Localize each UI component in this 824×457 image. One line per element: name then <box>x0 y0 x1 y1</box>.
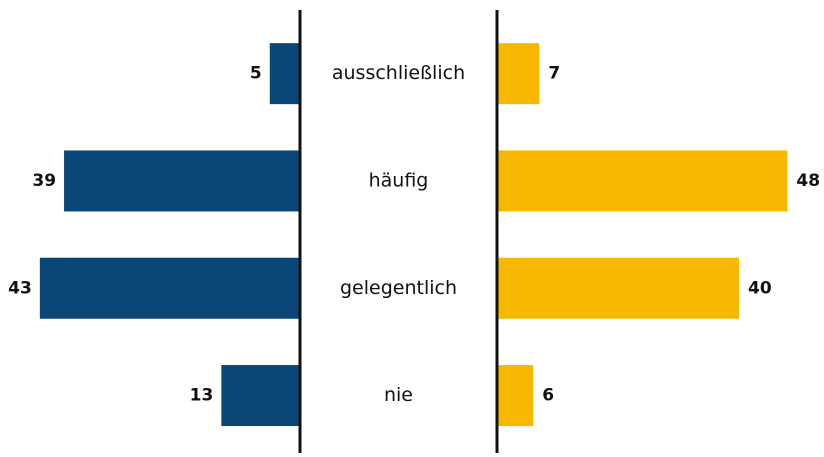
value-label: 7 <box>548 64 560 84</box>
bar <box>497 150 788 212</box>
value-label: 40 <box>748 278 772 298</box>
value-label: 48 <box>796 171 820 191</box>
category-label: häufig <box>369 169 429 191</box>
bar <box>39 257 300 319</box>
bar <box>269 43 300 105</box>
value-label: 13 <box>190 386 214 406</box>
bar <box>497 365 534 427</box>
value-label: 6 <box>542 386 554 406</box>
category-label: gelegentlich <box>340 277 457 299</box>
category-label: ausschließlich <box>332 62 465 84</box>
bar <box>64 150 300 212</box>
value-label: 5 <box>250 64 262 84</box>
value-label: 43 <box>8 278 32 298</box>
bar <box>221 365 300 427</box>
bar <box>497 257 739 319</box>
category-label: nie <box>384 384 413 406</box>
bar <box>497 43 540 105</box>
value-label: 39 <box>32 171 56 191</box>
